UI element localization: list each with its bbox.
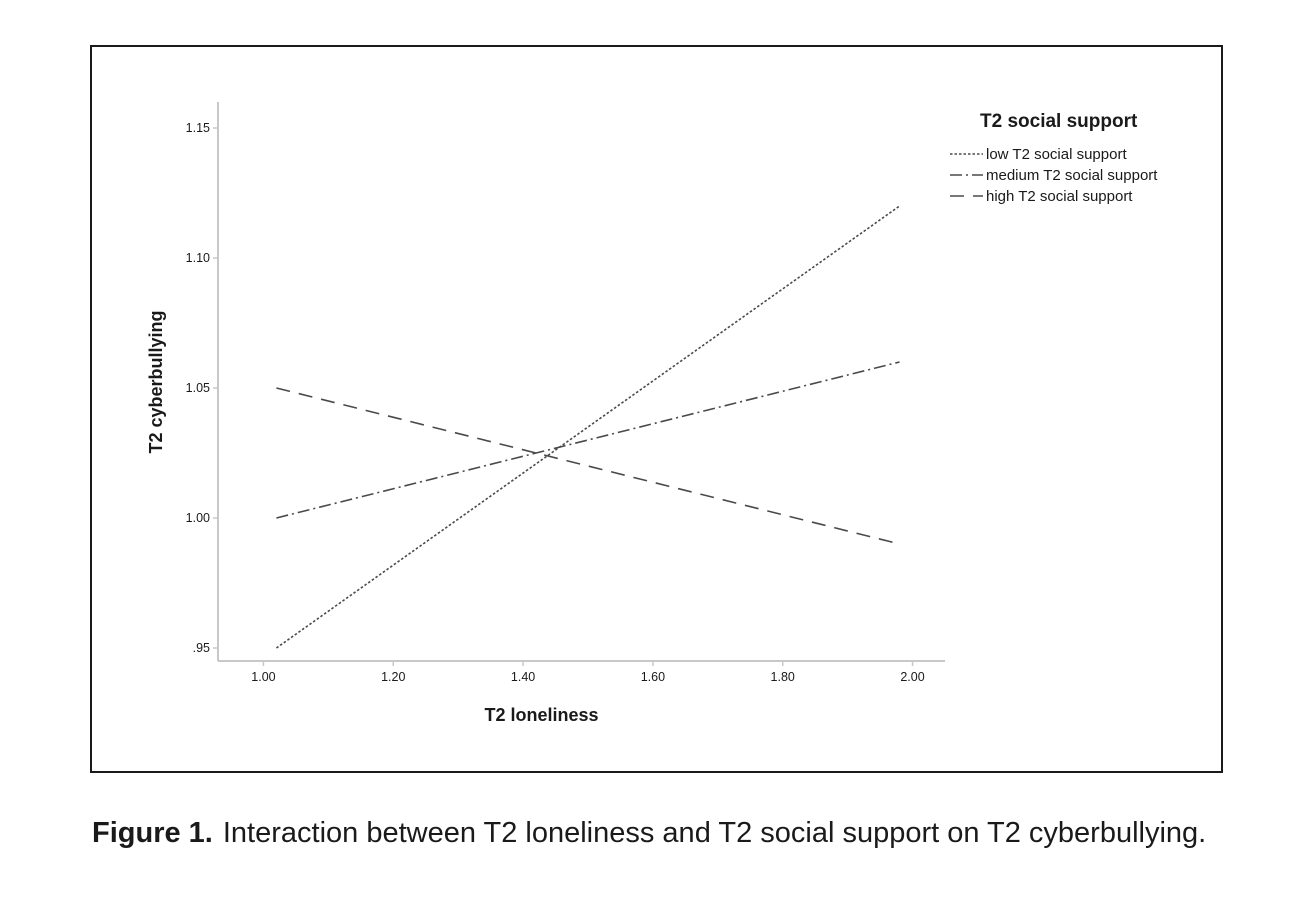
series-line-3	[276, 387, 900, 545]
figure-caption: Figure 1. Interaction between T2 loneline…	[92, 814, 1222, 852]
legend-label-3: high T2 social support	[986, 188, 1133, 205]
y-tick-label: 1.05	[186, 381, 210, 395]
x-tick-label: 1.80	[771, 670, 795, 684]
figure-label: Figure 1.	[92, 817, 213, 849]
y-tick-label: 1.15	[186, 121, 210, 135]
x-tick-label: 1.00	[251, 670, 275, 684]
y-tick-label: 1.00	[186, 511, 210, 525]
series-line-1	[275, 205, 901, 649]
y-axis-label: T2 cyberbullying	[146, 310, 166, 453]
legend-label-2: medium T2 social support	[986, 167, 1158, 184]
x-axis-label: T2 loneliness	[484, 705, 598, 725]
x-tick-label: 2.00	[900, 670, 924, 684]
series-line-2	[276, 361, 900, 519]
figure-caption-text: Interaction between T2 loneliness and T2…	[222, 817, 1207, 849]
x-tick-label: 1.20	[381, 670, 405, 684]
y-tick-label: 1.10	[186, 251, 210, 265]
legend-title: T2 social support	[980, 111, 1138, 132]
line-chart: 1.00 1.20 1.40 1.60 1.80 2.00 .95 1.00 1.05 1.10 1…	[146, 102, 1158, 725]
y-tick-label: .95	[193, 641, 210, 655]
legend-label-1: low T2 social support	[986, 146, 1127, 163]
figure-frame: 1.00 1.20 1.40 1.60 1.80 2.00 .95 1.00 1.05 1.10 1…	[90, 45, 1223, 773]
x-tick-label: 1.40	[511, 670, 535, 684]
x-tick-label: 1.60	[641, 670, 665, 684]
